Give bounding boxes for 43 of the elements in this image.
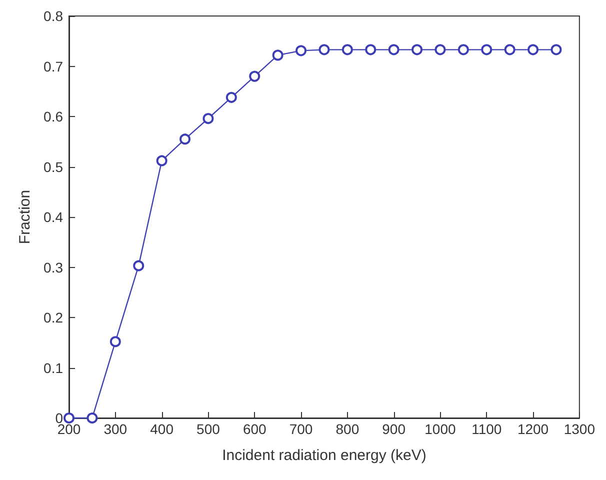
point [296, 45, 307, 56]
x-tick-label: 700 [289, 421, 313, 437]
x-tick-label: 1000 [424, 421, 456, 437]
point [249, 70, 260, 82]
point [202, 113, 214, 124]
point [318, 44, 330, 56]
point [156, 155, 168, 166]
point [272, 50, 284, 61]
y-tick-label: 0.7 [44, 58, 64, 74]
point [388, 44, 400, 56]
y-tick-label: 0.8 [44, 8, 64, 24]
point [458, 44, 469, 56]
x-tick-label: 400 [150, 421, 174, 437]
point [342, 44, 353, 56]
point [110, 336, 121, 348]
y-tick-label: 0.1 [44, 360, 64, 376]
point [412, 44, 423, 56]
y-tick-label: 0.4 [44, 209, 64, 225]
x-axis-title: Incident radiation energy (keV) [222, 447, 426, 464]
y-axis-title: Fraction [16, 190, 34, 244]
x-tick-label: 300 [104, 421, 128, 437]
point [133, 260, 144, 272]
y-tick-label: 0.3 [44, 259, 64, 276]
point [365, 44, 376, 56]
point [504, 44, 516, 56]
y-tick-label: 0.2 [44, 310, 64, 326]
point [226, 92, 237, 103]
x-tick-label: 900 [382, 421, 406, 437]
x-tick-label: 800 [336, 421, 360, 437]
x-tick-label: 500 [196, 421, 220, 437]
point [180, 134, 191, 145]
y-tick-label: 0.6 [44, 108, 64, 124]
point [481, 44, 492, 56]
x-tick-label: 600 [242, 421, 267, 437]
x-tick-label: 1100 [472, 421, 502, 437]
point [550, 44, 562, 56]
point [434, 44, 446, 56]
point [528, 44, 539, 56]
point [64, 412, 74, 424]
y-tick-label: 0.5 [44, 158, 64, 175]
x-tick-label: 1200 [517, 421, 549, 437]
point [86, 412, 98, 424]
x-tick-label: 1300 [564, 421, 596, 437]
